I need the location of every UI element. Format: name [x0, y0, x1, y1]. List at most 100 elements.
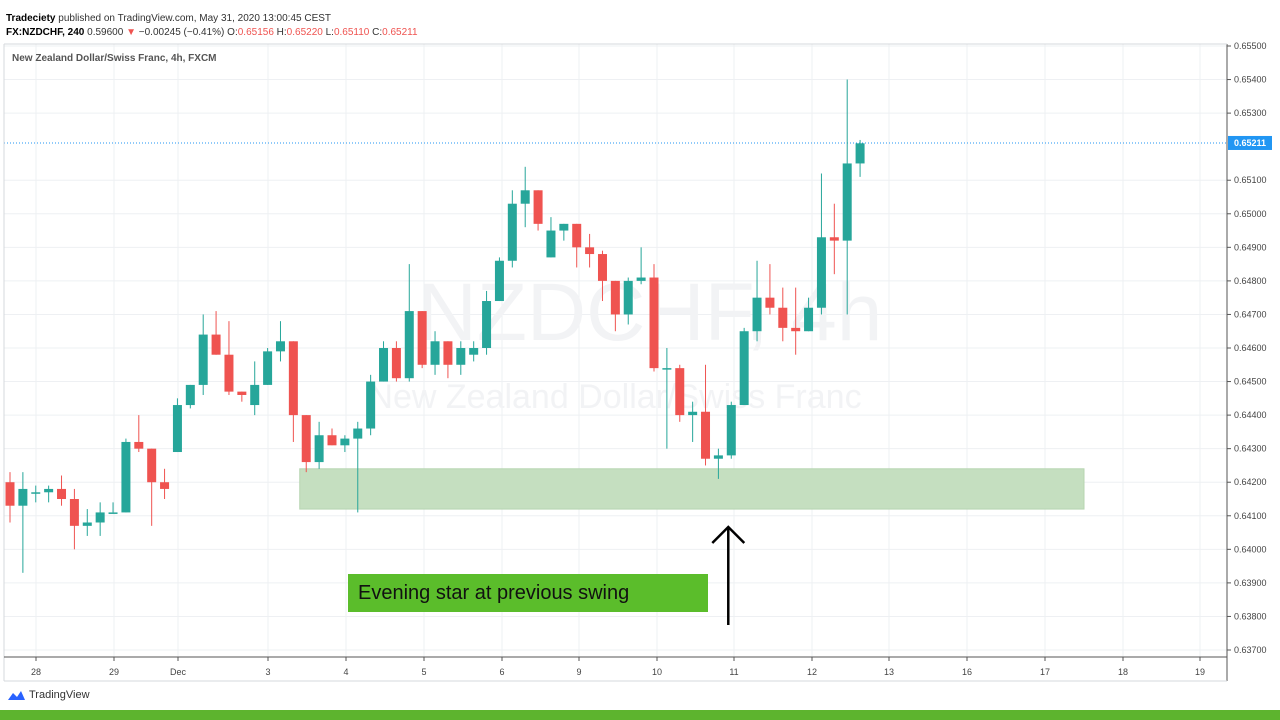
candle	[456, 341, 466, 375]
down-triangle-icon: ▼	[126, 27, 136, 38]
arrow-head-icon	[711, 525, 746, 544]
candle	[469, 341, 479, 362]
y-tick-label: 0.65300	[1234, 108, 1267, 118]
candle-body	[507, 203, 517, 261]
y-tick-label: 0.64000	[1234, 544, 1267, 554]
candle-body	[95, 512, 105, 523]
candle-body	[842, 163, 852, 241]
candle-body	[430, 341, 440, 365]
candle	[263, 348, 273, 385]
ohlc-line: FX:NZDCHF, 240 0.59600 ▼ −0.00245 (−0.41…	[6, 26, 418, 40]
candle	[701, 364, 711, 466]
tradingview-logo[interactable]: TradingView	[6, 689, 90, 701]
candle-body	[482, 301, 492, 348]
candle-body	[701, 411, 711, 459]
candle	[572, 223, 582, 268]
candle	[752, 260, 762, 342]
candle	[31, 485, 41, 503]
candle-body	[765, 297, 775, 308]
x-tick-label: 6	[499, 667, 504, 677]
candle-body	[829, 237, 839, 241]
chart-header: Tradeciety published on TradingView.com,…	[6, 12, 418, 40]
symbol-label: FX:NZDCHF, 240	[6, 27, 85, 38]
candle-body	[353, 428, 363, 439]
candle	[662, 348, 672, 449]
candle-body	[121, 441, 131, 513]
candle	[417, 311, 427, 369]
candle-body	[585, 247, 595, 255]
candle-body	[160, 482, 170, 489]
candle-body	[366, 381, 376, 429]
candle	[623, 277, 633, 325]
candle-body	[108, 512, 118, 514]
candle	[391, 341, 401, 382]
support-zone	[299, 468, 1085, 510]
axes-layer: 0.65500 0.65400 0.65300 0.65100 0.65000 0.649…	[3, 41, 1272, 682]
tradingview-cloud-icon	[8, 691, 25, 700]
candle-body	[391, 348, 401, 379]
candle-body	[494, 260, 504, 302]
candle-body	[275, 341, 285, 352]
candle-body	[327, 435, 337, 446]
candle	[533, 190, 543, 231]
footer-bar	[0, 710, 1280, 720]
candle-body	[662, 368, 672, 370]
open-label: O:	[227, 27, 238, 38]
candle	[404, 264, 414, 382]
candle	[829, 203, 839, 275]
candle-body	[752, 297, 762, 332]
candle-body	[688, 411, 698, 416]
candle	[237, 391, 247, 402]
candle	[520, 166, 530, 228]
candle-body	[69, 499, 79, 526]
y-tick-label: 0.64200	[1234, 477, 1267, 487]
y-tick-label: 0.64700	[1234, 309, 1267, 319]
x-tick-label: 12	[807, 667, 817, 677]
publisher-name[interactable]: Tradeciety	[6, 13, 56, 24]
candle	[507, 190, 517, 268]
x-tick-label: 9	[576, 667, 581, 677]
y-tick-label: 0.63900	[1234, 578, 1267, 588]
y-tick-label: 0.64800	[1234, 276, 1267, 286]
watermark-name: New Zealand Dollar/Swiss Franc	[368, 378, 861, 416]
candle-body	[855, 143, 865, 164]
x-tick-label: 10	[652, 667, 662, 677]
candle	[224, 321, 234, 395]
candle-body	[417, 311, 427, 365]
close-label: C:	[372, 27, 383, 38]
y-tick-label: 0.64400	[1234, 410, 1267, 420]
y-tick-label: 0.64300	[1234, 444, 1267, 454]
candle-body	[44, 488, 54, 493]
candle-body	[623, 280, 633, 315]
candle-body	[546, 230, 556, 258]
candle-body	[250, 384, 260, 406]
low-label: L:	[325, 27, 334, 38]
candle-body	[469, 348, 479, 355]
high-value: 0.65220	[286, 27, 323, 38]
candle	[275, 321, 285, 362]
candle	[160, 468, 170, 499]
candle	[675, 364, 685, 422]
candle-body	[533, 190, 543, 224]
candle-body	[5, 482, 15, 506]
candle-body	[520, 190, 530, 204]
candle	[82, 509, 92, 536]
candle	[778, 287, 788, 342]
candle-body	[649, 277, 659, 369]
candle-body	[263, 351, 273, 385]
candle	[804, 297, 814, 332]
candle	[482, 290, 492, 355]
candle	[610, 280, 620, 332]
x-tick-label: 18	[1118, 667, 1128, 677]
candle	[44, 485, 54, 503]
candle-body	[237, 391, 247, 395]
candle	[816, 173, 826, 315]
candle-body	[147, 448, 157, 483]
candle-body	[57, 488, 67, 499]
candle-body	[185, 384, 195, 406]
candle	[546, 217, 556, 258]
candle-body	[713, 455, 723, 459]
y-tick-label: 0.65000	[1234, 209, 1267, 219]
tradingview-logo-text: TradingView	[29, 689, 90, 701]
